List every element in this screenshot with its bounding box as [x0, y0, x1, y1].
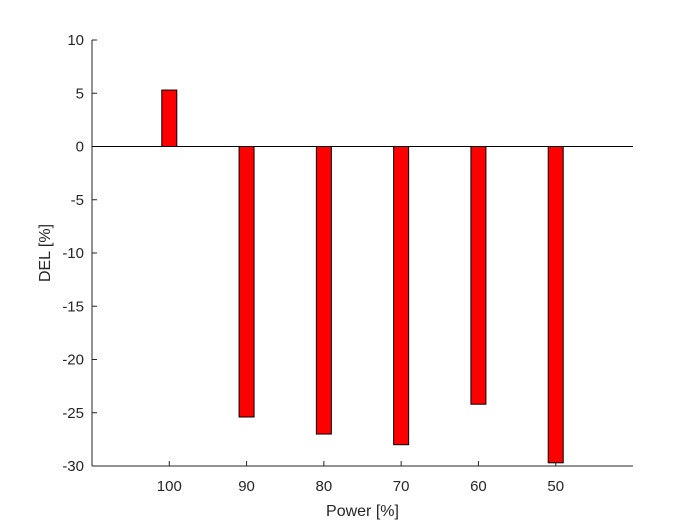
bar — [315, 146, 332, 435]
x-axis-label: Power [%] — [326, 503, 399, 520]
y-tick-label: -20 — [62, 352, 84, 369]
x-tick-label: 70 — [393, 478, 410, 495]
x-tick-label: 90 — [238, 478, 255, 495]
y-tick-label: -5 — [71, 192, 84, 209]
x-tick-label: 80 — [316, 478, 333, 495]
y-tick-label: 5 — [76, 85, 84, 102]
bar — [238, 146, 255, 418]
x-tick-label: 100 — [157, 478, 182, 495]
y-tick-label: -30 — [62, 458, 84, 475]
y-tick-label: 10 — [67, 32, 84, 49]
y-tick-label: -10 — [62, 245, 84, 262]
bar — [470, 146, 487, 405]
y-tick-label: -15 — [62, 298, 84, 315]
bar — [393, 146, 410, 446]
bar — [161, 89, 178, 147]
bar — [547, 146, 564, 464]
x-tick-label: 50 — [547, 478, 564, 495]
y-axis-label: DEL [%] — [37, 224, 54, 282]
y-tick-label: 0 — [76, 139, 84, 156]
y-tick-label: -25 — [62, 405, 84, 422]
x-tick-label: 60 — [470, 478, 487, 495]
